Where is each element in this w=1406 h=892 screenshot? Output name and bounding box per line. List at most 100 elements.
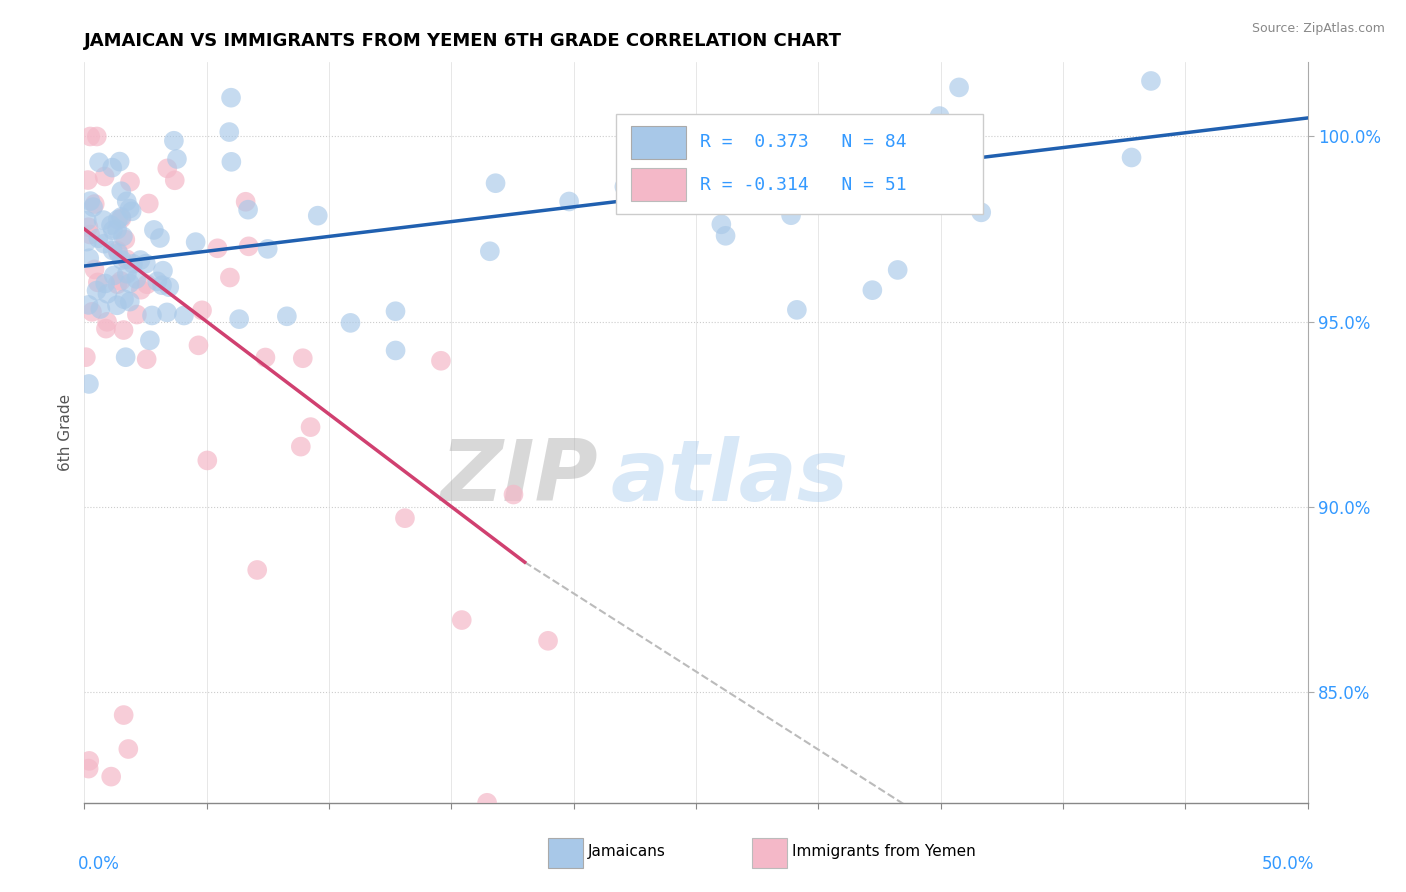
- Text: 50.0%: 50.0%: [1261, 855, 1313, 872]
- Point: [384, 304, 406, 318]
- Point: [187, 338, 209, 352]
- Point: [86, 284, 108, 298]
- Point: [218, 125, 240, 139]
- Point: [79, 129, 101, 144]
- Point: [125, 308, 148, 322]
- Point: [228, 312, 250, 326]
- Point: [121, 204, 143, 219]
- Point: [118, 277, 141, 291]
- Point: [221, 154, 243, 169]
- Point: [860, 283, 883, 297]
- Text: Immigrants from Yemen: Immigrants from Yemen: [792, 845, 976, 859]
- Point: [110, 274, 132, 288]
- Point: [105, 298, 128, 312]
- Point: [291, 351, 314, 366]
- Point: [87, 231, 110, 245]
- Point: [115, 194, 138, 209]
- Point: [478, 244, 501, 259]
- Text: R =  0.373   N = 84: R = 0.373 N = 84: [700, 134, 907, 152]
- Point: [141, 309, 163, 323]
- Text: Source: ZipAtlas.com: Source: ZipAtlas.com: [1251, 22, 1385, 36]
- Point: [948, 80, 970, 95]
- Point: [79, 194, 101, 208]
- Point: [101, 244, 124, 258]
- Point: [765, 194, 787, 208]
- Point: [236, 202, 259, 217]
- Point: [276, 310, 298, 324]
- Text: ZIP: ZIP: [440, 435, 598, 518]
- Point: [1121, 151, 1143, 165]
- Point: [129, 253, 152, 268]
- Point: [76, 235, 98, 249]
- Point: [77, 298, 100, 312]
- Point: [299, 420, 322, 434]
- Point: [110, 184, 132, 198]
- Point: [136, 277, 159, 292]
- Point: [77, 376, 100, 391]
- Point: [107, 212, 129, 227]
- Point: [142, 223, 165, 237]
- Point: [110, 211, 132, 226]
- Point: [108, 154, 131, 169]
- Point: [111, 229, 134, 244]
- Point: [710, 217, 733, 231]
- Point: [111, 252, 134, 267]
- Bar: [616, 114, 983, 214]
- Point: [156, 161, 179, 176]
- Bar: [631, 126, 686, 159]
- Point: [101, 161, 124, 175]
- Point: [118, 202, 141, 216]
- Point: [184, 235, 207, 249]
- Point: [394, 511, 416, 525]
- Point: [875, 161, 897, 175]
- Point: [219, 270, 242, 285]
- Point: [122, 257, 145, 271]
- Point: [110, 210, 132, 224]
- Text: 0.0%: 0.0%: [79, 855, 120, 872]
- Point: [307, 209, 329, 223]
- Point: [782, 186, 804, 201]
- Point: [235, 194, 257, 209]
- Point: [89, 301, 111, 316]
- Point: [112, 292, 135, 306]
- Point: [780, 208, 803, 222]
- Point: [80, 305, 103, 319]
- Point: [135, 257, 157, 271]
- Point: [613, 179, 636, 194]
- Point: [537, 633, 560, 648]
- Point: [773, 149, 796, 163]
- Point: [339, 316, 361, 330]
- Point: [94, 277, 117, 291]
- Point: [118, 294, 141, 309]
- Point: [219, 91, 242, 105]
- Point: [83, 262, 105, 277]
- Point: [928, 109, 950, 123]
- Point: [475, 796, 498, 810]
- Point: [135, 352, 157, 367]
- Text: atlas: atlas: [610, 435, 848, 518]
- Point: [138, 196, 160, 211]
- Point: [146, 274, 169, 288]
- Point: [75, 350, 97, 364]
- Point: [87, 276, 110, 290]
- Point: [254, 351, 277, 365]
- Point: [502, 487, 524, 501]
- Point: [77, 173, 100, 187]
- Point: [87, 155, 110, 169]
- Point: [103, 268, 125, 283]
- Point: [970, 205, 993, 219]
- Text: R = -0.314   N = 51: R = -0.314 N = 51: [700, 176, 907, 194]
- Point: [156, 305, 179, 319]
- Point: [150, 278, 173, 293]
- Point: [256, 242, 278, 256]
- Point: [152, 263, 174, 277]
- Point: [163, 134, 186, 148]
- Point: [115, 267, 138, 281]
- Point: [139, 334, 162, 348]
- Point: [484, 176, 506, 190]
- Point: [129, 283, 152, 297]
- Point: [191, 303, 214, 318]
- Point: [112, 323, 135, 337]
- Point: [105, 222, 128, 236]
- Point: [430, 353, 453, 368]
